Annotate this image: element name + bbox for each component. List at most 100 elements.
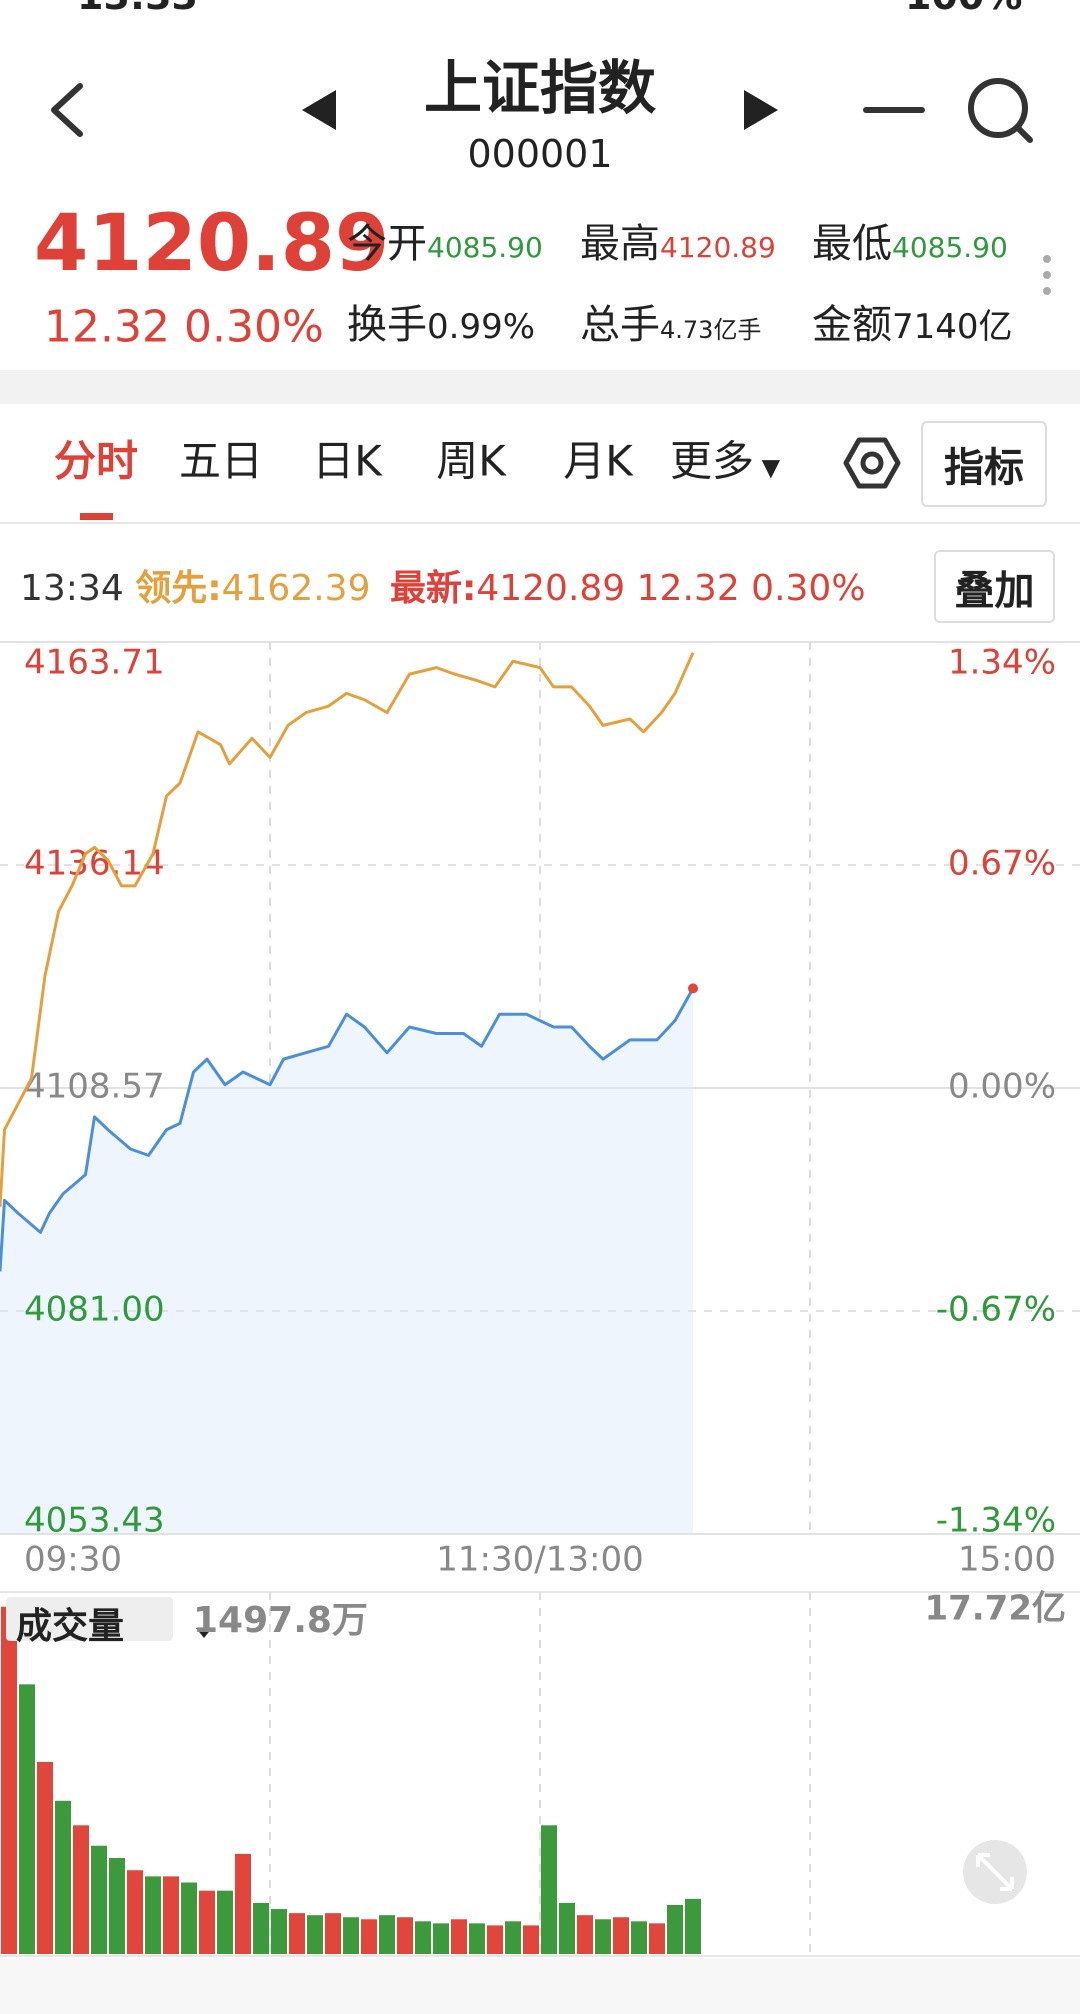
- volume-bar: [487, 1925, 503, 1954]
- y-tick-label: 17.72亿: [924, 1589, 1066, 1629]
- title: 上证指数: [423, 54, 657, 122]
- volume-bar: [307, 1915, 323, 1954]
- y-tick-label: 4081.00: [24, 1290, 165, 1330]
- indicator-button[interactable]: 指标: [921, 421, 1047, 507]
- volume-bar: [541, 1825, 557, 1954]
- stat-label: 最低: [812, 221, 892, 267]
- settings-button[interactable]: [843, 437, 901, 489]
- volume-bar: [127, 1870, 143, 1954]
- stat-value: 4.73亿手: [660, 316, 762, 344]
- stat-label: 今开: [347, 221, 427, 267]
- stat-label: 金额: [812, 302, 892, 348]
- volume-bar: [199, 1890, 215, 1954]
- more-menu[interactable]: [1043, 255, 1051, 295]
- stat-label: 总手: [580, 302, 660, 348]
- tab[interactable]: 周K: [436, 436, 506, 486]
- area: [0, 988, 693, 1534]
- info-time: 13:34: [20, 568, 124, 609]
- volume-bar: [523, 1925, 539, 1954]
- latest-marker: [688, 983, 698, 994]
- section-divider: [0, 370, 1080, 404]
- price-line: [0, 652, 695, 1207]
- volume-label: 成交量: [16, 1606, 125, 1647]
- volume-bar: [289, 1913, 305, 1954]
- volume-bar: [667, 1904, 683, 1954]
- lead-value: 4162.39: [221, 568, 371, 609]
- stat-value: 4085.90: [892, 231, 1008, 264]
- volume-bar: [235, 1853, 251, 1954]
- x-tick-label: 09:30: [24, 1540, 122, 1580]
- stat: 最高4120.89: [580, 211, 776, 269]
- back-button[interactable]: [51, 83, 83, 137]
- stat: 总手4.73亿手: [580, 292, 761, 350]
- stat-value: 7140亿: [892, 307, 1013, 347]
- volume-bar: [433, 1923, 449, 1954]
- volume-bar: [559, 1902, 575, 1954]
- lead-label: 领先:: [135, 568, 222, 609]
- volume-bar: [55, 1800, 71, 1954]
- volume-bar: [415, 1921, 431, 1954]
- x-tick-label: 15:00: [958, 1540, 1056, 1580]
- volume-bar: [397, 1917, 413, 1954]
- change-pct: 0.30%: [183, 301, 324, 353]
- stat-value: 4120.89: [660, 231, 776, 264]
- volume-bar: [685, 1898, 701, 1954]
- volume-bar: [325, 1913, 341, 1954]
- volume-bar: [379, 1915, 395, 1954]
- volume-bar: [1, 1606, 17, 1954]
- volume-bar: [19, 1684, 35, 1954]
- y2-tick-label: 0.00%: [948, 1067, 1056, 1107]
- status-battery: 100%: [905, 0, 1022, 18]
- y-tick-label: 4053.43: [24, 1501, 165, 1541]
- expand-button[interactable]: [963, 1840, 1027, 1904]
- y-tick-label: 4108.57: [24, 1067, 165, 1107]
- volume-dropdown-arrow[interactable]: [196, 1628, 212, 1638]
- volume-bar: [163, 1876, 179, 1954]
- y-tick-label: 4163.71: [24, 643, 165, 683]
- volume-bar: [469, 1923, 485, 1954]
- volume-bar: [451, 1919, 467, 1954]
- tab[interactable]: 更多 ▼: [669, 436, 781, 486]
- next-button[interactable]: [744, 90, 778, 130]
- volume-bar: [649, 1923, 665, 1954]
- tab[interactable]: 五日: [178, 436, 264, 486]
- stat: 最低4085.90: [812, 211, 1008, 269]
- latest-value: 4120.89 12.32 0.30%: [476, 568, 866, 609]
- info-row: 13:34 领先:4162.39 最新:4120.89 12.32 0.30%: [20, 559, 866, 611]
- tab-label: 更多: [669, 436, 754, 486]
- search-button[interactable]: [968, 78, 1033, 143]
- volume-bar: [505, 1921, 521, 1954]
- volume-bar: [361, 1919, 377, 1954]
- tab-indicator: [80, 513, 113, 520]
- volume-bar: [109, 1857, 125, 1954]
- stock-code: 000001: [467, 132, 613, 176]
- volume-current: 1497.8万: [193, 1600, 368, 1641]
- tab[interactable]: 分时: [53, 436, 139, 486]
- y2-tick-label: 1.34%: [948, 643, 1056, 683]
- volume-bar: [613, 1917, 629, 1954]
- volume-bar: [631, 1921, 647, 1954]
- stat: 今开4085.90: [347, 211, 543, 269]
- volume-bar: [253, 1902, 269, 1954]
- stat-label: 换手: [347, 302, 427, 348]
- tab[interactable]: 日K: [312, 436, 382, 486]
- volume-bar: [595, 1919, 611, 1954]
- y2-tick-label: 0.67%: [948, 844, 1056, 884]
- volume-bar: [343, 1917, 359, 1954]
- status-time: 13:33: [77, 0, 198, 18]
- volume-selector[interactable]: 成交量: [6, 1597, 173, 1647]
- overlay-button[interactable]: 叠加: [934, 550, 1055, 623]
- stat-label: 最高: [580, 221, 660, 267]
- tab[interactable]: 月K: [563, 436, 633, 486]
- volume-bar: [91, 1845, 107, 1954]
- volume-bar: [181, 1882, 197, 1954]
- latest-label: 最新:: [389, 568, 477, 609]
- y2-tick-label: -1.34%: [936, 1501, 1056, 1541]
- volume-bar: [577, 1915, 593, 1954]
- stat-value: 4085.90: [427, 231, 543, 264]
- price: 4120.89: [34, 199, 390, 289]
- prev-button[interactable]: [302, 90, 336, 130]
- price-line: [0, 987, 695, 1272]
